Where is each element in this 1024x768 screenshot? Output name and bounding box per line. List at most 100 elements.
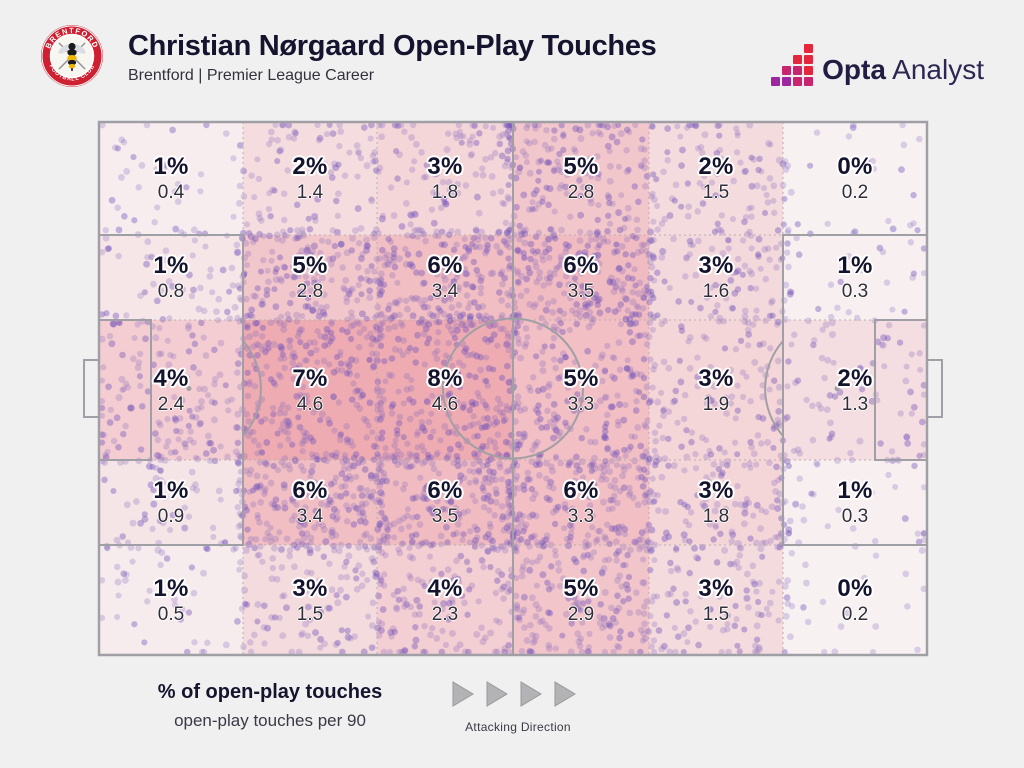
pitch-markings xyxy=(83,120,943,657)
zone-pct-value: 3% xyxy=(698,252,734,279)
zone-pct-value: 1% xyxy=(153,574,189,602)
zone-cell: 8% 4.6 xyxy=(377,320,513,460)
zone-per90-value: 2.9 xyxy=(567,603,595,625)
opta-wordmark-bold: Opta xyxy=(822,54,886,85)
opta-logo-square xyxy=(782,77,792,86)
opta-analyst-wordmark: Opta Analyst xyxy=(822,56,984,86)
attacking-direction: Attacking Direction xyxy=(448,680,588,734)
zone-cell: 0% 0.2 xyxy=(783,545,927,655)
pitch-heatmap: 1% 0.4 2% 1.4 3% 1.8 5% 2.8 2% 1.5 0% 0.2 1% 0.8 5% 2.8… xyxy=(83,120,943,657)
zone-pct-value: 3% xyxy=(292,574,328,602)
zone-per90-value: 1.6 xyxy=(702,281,730,302)
zone-per90-value: 0.2 xyxy=(841,603,869,625)
zone-pct-value: 5% xyxy=(563,364,599,392)
zone-pct-value: 3% xyxy=(698,574,734,602)
zone-per90-value: 3.4 xyxy=(431,281,459,302)
zone-pct-value: 3% xyxy=(698,364,734,392)
zone-pct-value: 5% xyxy=(563,153,599,180)
zone-per90-value: 1.9 xyxy=(702,393,730,415)
zone-cell: 6% 3.3 xyxy=(513,460,649,545)
opta-logo-square xyxy=(793,55,803,64)
legend-secondary: open-play touches per 90 xyxy=(174,711,366,730)
zone-per90-value: 1.3 xyxy=(841,393,869,415)
zone-label-layer: 1% 0.4 2% 1.4 3% 1.8 5% 2.8 2% 1.5 0% 0.2 1% 0.8 5% 2.8… xyxy=(99,122,927,655)
zone-pct-value: 6% xyxy=(292,477,328,504)
penalty-arc-right xyxy=(764,340,784,437)
zone-cell: 3% 1.9 xyxy=(649,320,783,460)
analyst-wordmark: Analyst xyxy=(892,54,984,85)
opta-analyst-logo: Opta Analyst xyxy=(771,44,984,86)
zone-cell: 5% 2.9 xyxy=(513,545,649,655)
zone-pct-value: 4% xyxy=(153,364,189,392)
zone-per90-value: 4.6 xyxy=(431,393,459,415)
opta-logo-square xyxy=(793,77,803,86)
opta-squares-icon xyxy=(771,44,814,86)
zone-cell: 2% 1.4 xyxy=(243,122,377,235)
zone-per90-value: 1.4 xyxy=(296,182,324,203)
zone-cell: 6% 3.5 xyxy=(377,460,513,545)
opta-logo-square xyxy=(804,66,814,75)
zone-pct-value: 8% xyxy=(427,364,463,392)
zone-per90-value: 0.2 xyxy=(841,182,869,203)
zone-pct-value: 1% xyxy=(837,477,873,504)
opta-logo-square xyxy=(793,66,803,75)
page-title: Christian Nørgaard Open-Play Touches xyxy=(128,30,657,62)
centre-circle xyxy=(442,317,584,460)
goal-left xyxy=(83,359,100,418)
zone-pct-value: 5% xyxy=(292,252,328,279)
opta-logo-square xyxy=(771,77,781,86)
penalty-arc-left xyxy=(242,340,262,437)
zone-cell: 4% 2.4 xyxy=(99,320,243,460)
opta-logo-square xyxy=(804,44,814,53)
zone-cell: 6% 3.4 xyxy=(243,460,377,545)
zone-per90-value: 2.4 xyxy=(157,393,185,415)
pitch-spots xyxy=(186,385,840,392)
zone-cell: 3% 1.8 xyxy=(377,122,513,235)
zone-cell: 2% 1.3 xyxy=(783,320,927,460)
zone-per90-value: 2.8 xyxy=(567,182,595,203)
zone-pct-value: 7% xyxy=(292,364,328,392)
zone-cell: 1% 0.9 xyxy=(99,460,243,545)
zone-pct-value: 6% xyxy=(563,477,599,504)
zone-per90-value: 0.5 xyxy=(157,603,185,625)
zone-pct-value: 3% xyxy=(427,153,463,180)
zone-cell: 1% 0.4 xyxy=(99,122,243,235)
zone-cell: 2% 1.5 xyxy=(649,122,783,235)
zone-cell: 6% 3.4 xyxy=(377,235,513,320)
zone-pct-value: 0% xyxy=(837,153,873,180)
zone-per90-value: 3.3 xyxy=(567,506,595,527)
zone-per90-value: 0.3 xyxy=(841,506,869,527)
zone-per90-value: 0.3 xyxy=(841,281,869,302)
zone-per90-value: 4.6 xyxy=(296,393,324,415)
zone-cell: 3% 1.8 xyxy=(649,460,783,545)
zone-cell: 0% 0.2 xyxy=(783,122,927,235)
zone-pct-value: 1% xyxy=(153,477,189,504)
zone-cell: 5% 2.8 xyxy=(513,122,649,235)
zone-cell: 7% 4.6 xyxy=(243,320,377,460)
goal-right xyxy=(926,359,943,418)
zone-cell: 1% 0.8 xyxy=(99,235,243,320)
opta-logo-square xyxy=(804,77,814,86)
zone-pct-value: 6% xyxy=(427,477,463,504)
attacking-direction-label: Attacking Direction xyxy=(465,720,571,734)
zone-pct-value: 3% xyxy=(698,477,734,504)
brentford-badge-icon: BRENTFORD FOOTBALL CLUB xyxy=(41,25,103,87)
zone-cell: 1% 0.3 xyxy=(783,460,927,545)
zone-per90-value: 1.8 xyxy=(702,506,730,527)
zone-cell: 3% 1.6 xyxy=(649,235,783,320)
zone-cell: 1% 0.3 xyxy=(783,235,927,320)
zone-per90-value: 1.5 xyxy=(702,182,730,203)
zone-pct-value: 4% xyxy=(427,574,463,602)
zone-pct-value: 1% xyxy=(153,252,189,279)
legend-primary: % of open-play touches xyxy=(157,681,383,703)
zone-cell: 4% 2.3 xyxy=(377,545,513,655)
zone-cell: 1% 0.5 xyxy=(99,545,243,655)
zone-cell: 3% 1.5 xyxy=(649,545,783,655)
zone-pct-value: 0% xyxy=(837,574,873,602)
zone-pct-value: 1% xyxy=(153,153,189,180)
header-titles: Christian Nørgaard Open-Play Touches Bre… xyxy=(128,31,657,85)
attacking-direction-arrows-icon xyxy=(452,681,576,707)
zone-per90-value: 0.9 xyxy=(157,506,185,527)
zone-pct-value: 2% xyxy=(698,153,734,180)
zone-per90-value: 3.3 xyxy=(567,393,595,415)
